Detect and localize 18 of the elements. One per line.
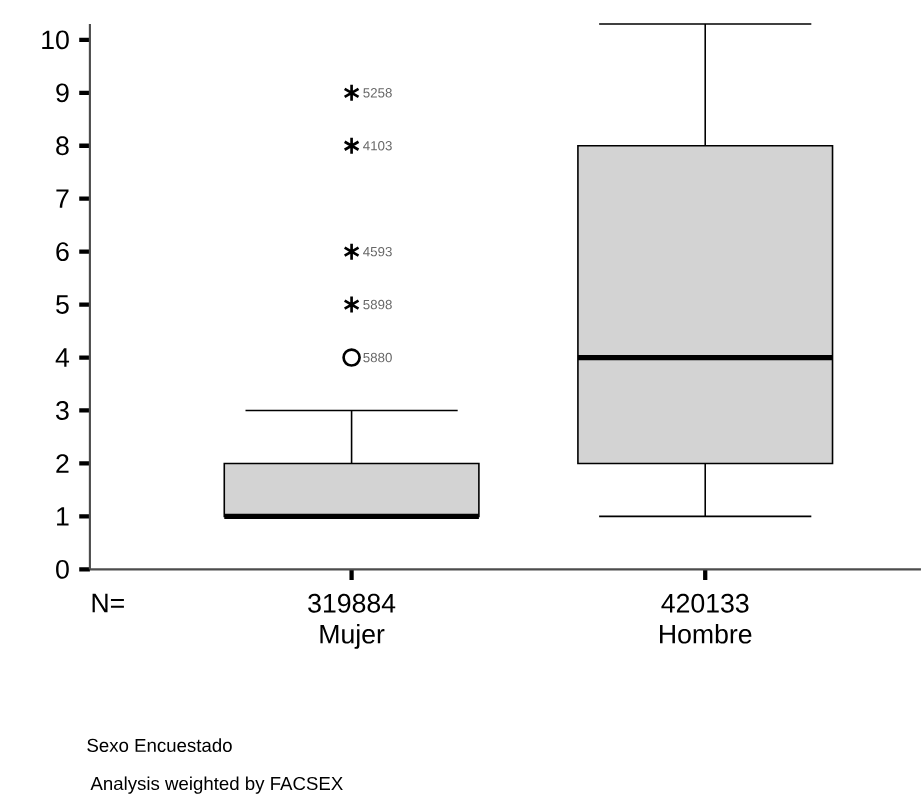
y-tick-label: 10 [42, 30, 69, 50]
y-tick-label: 0 [56, 560, 69, 580]
y-tick-label: 4 [55, 348, 70, 368]
y-tick-label: 5 [56, 295, 69, 315]
y-tick-label: 3 [56, 401, 69, 421]
y-tick-label: 1 [57, 507, 69, 527]
y-tick-label: 8 [56, 136, 69, 156]
y-tick-label: 9 [56, 83, 69, 103]
y-tick-label: 7 [56, 189, 69, 209]
x-axis-title: Sexo Encuestado [87, 738, 232, 753]
text: N= [92, 594, 124, 613]
x-tick-label: Hombre [660, 624, 752, 645]
text: 420133 [661, 594, 749, 614]
text: 319884 [308, 594, 396, 614]
y-tick-label: 2 [56, 454, 69, 474]
text: Analysis weighted by FACSEX [90, 776, 343, 795]
y-tick-label: 6 [56, 242, 69, 262]
x-tick-label: Mujer [320, 624, 385, 650]
